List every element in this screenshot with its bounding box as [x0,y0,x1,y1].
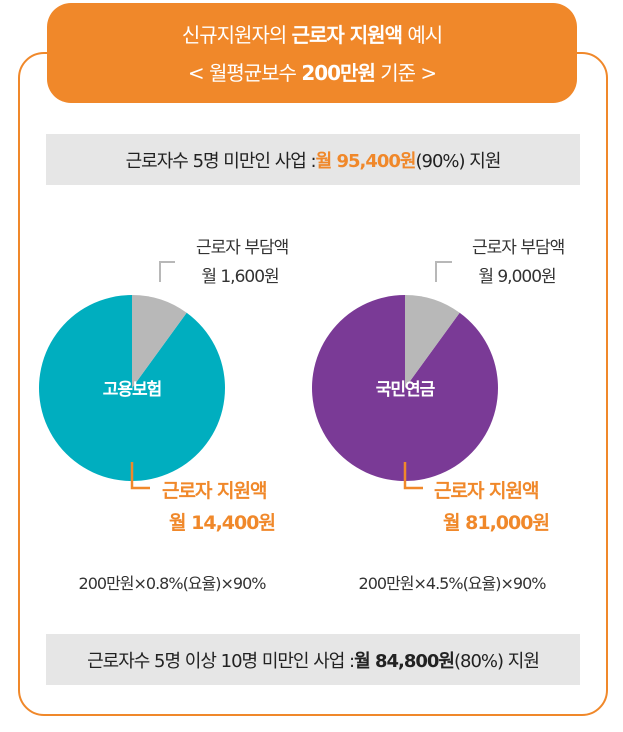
burden-leader-line [435,261,452,282]
pie-chart-national-pension: 국민연금 근로자 부담액 월 9,000원 근로자 지원액 월 81,000원 … [312,238,565,593]
burden-label: 근로자 부담액 [472,238,564,258]
header-subtitle: < 월평균보수 200만원 기준 > [47,57,577,86]
burden-label: 근로자 부담액 [196,238,288,258]
band-bottom-text: 근로자수 5명 이상 10명 미만인 사업 : [87,650,355,672]
pie-center-label: 국민연금 [376,380,436,400]
header-subtitle-bold: 200만원 [301,61,376,85]
support-band-under-5: 근로자수 5명 미만인 사업 : 월 95,400원 (90%) 지원 [46,134,580,185]
band-top-rate: (90%) 지원 [415,150,501,172]
support-leader-line [403,462,423,490]
formula-text: 200만원×0.8%(요율)×90% [79,574,267,593]
band-top-amount: 월 95,400원 [315,150,417,172]
header-subtitle-post: 기준 > [374,61,437,85]
header-title: 신규지원자의 근로자 지원액 예시 [47,19,577,48]
pie-slice-worker-burden [132,295,187,388]
support-label: 근로자 지원액 [162,480,267,502]
pie-slice-worker-burden [405,295,460,388]
header-title-post: 예시 [401,23,443,47]
header-subtitle-pre: < 월평균보수 [187,61,302,85]
header-banner: 신규지원자의 근로자 지원액 예시 < 월평균보수 200만원 기준 > [47,3,577,103]
band-bottom-amount: 월 84,800원 [354,650,455,672]
pie-slice-support-amount [39,295,226,481]
support-leader-line [130,462,150,490]
support-label: 근로자 지원액 [434,480,539,502]
burden-leader-line [159,261,175,282]
band-bottom-rate: (80%) 지원 [453,650,540,672]
header-title-bold: 근로자 지원액 [291,23,403,47]
burden-amount: 월 1,600원 [201,267,278,287]
formula-text: 200만원×4.5%(요율)×90% [359,574,547,593]
support-band-5-to-10: 근로자수 5명 이상 10명 미만인 사업 : 월 84,800원 (80%) 지… [46,634,580,685]
pie-chart-employment-insurance: 고용보험 근로자 부담액 월 1,600원 근로자 지원액 월 14,400원 … [39,238,289,593]
support-amount: 월 81,000원 [443,512,549,534]
support-amount: 월 14,400원 [169,512,275,534]
burden-amount: 월 9,000원 [478,267,555,287]
header-title-pre: 신규지원자의 [181,23,292,47]
band-top-text: 근로자수 5명 미만인 사업 : [125,150,317,172]
pie-center-label: 고용보험 [103,379,162,400]
